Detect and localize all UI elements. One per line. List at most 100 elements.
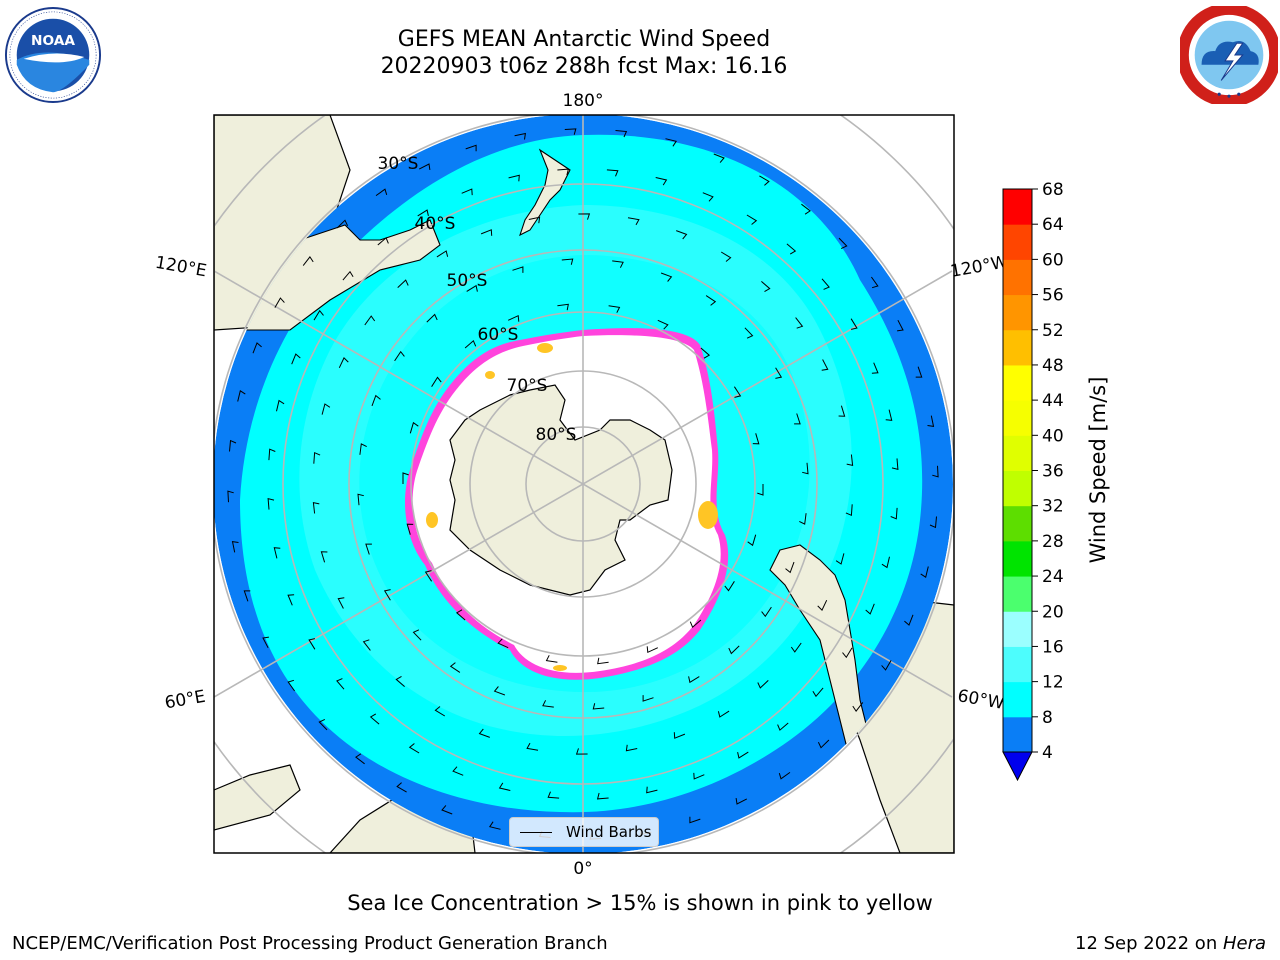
- wind-barb: [673, 732, 686, 739]
- wind-barb: [237, 389, 246, 402]
- wind-barb: [436, 250, 449, 258]
- wind-barb: [497, 638, 509, 649]
- colorbar-tick-label: 48: [1042, 356, 1064, 376]
- wind-barb: [396, 782, 407, 793]
- colorbar-bin: [1003, 224, 1032, 260]
- wind-barb: [493, 686, 506, 696]
- wind-barb: [320, 551, 328, 563]
- colorbar-tick-label: 44: [1042, 391, 1064, 411]
- wind-barb: [406, 523, 414, 535]
- wind-barb: [578, 213, 591, 220]
- wind-barb: [408, 743, 420, 754]
- wind-barb: [528, 216, 541, 224]
- wind-barb: [597, 657, 609, 665]
- wind-barb: [915, 366, 923, 378]
- wind-barb: [336, 678, 345, 690]
- colorbar-bin: [1003, 505, 1032, 542]
- colorbar-tick-label: 8: [1042, 708, 1053, 728]
- noaa-logo-text: NOAA: [31, 33, 75, 49]
- colorbar: 68 64 60 56 52 48 44 40 36 32 28 24 20 16 12 8 4: [1002, 180, 1064, 782]
- colorbar-tick-label: 4: [1042, 743, 1053, 763]
- wind-barb: [464, 339, 477, 349]
- footer-date-text: 12 Sep 2022 on: [1075, 933, 1223, 954]
- wind-barb: [705, 295, 717, 306]
- wind-barb: [785, 561, 795, 574]
- wind-barb: [817, 599, 828, 611]
- wind-barb: [365, 543, 372, 555]
- wind-barb: [794, 413, 801, 425]
- wind-barb: [744, 327, 754, 339]
- colorbar-tick-label: 28: [1042, 532, 1064, 552]
- colorbar-tick-label: 52: [1042, 321, 1064, 341]
- wind-barb: [713, 153, 725, 163]
- wind-barb: [452, 766, 464, 776]
- wind-barb: [761, 606, 772, 618]
- colorbar-bin: [1003, 329, 1032, 366]
- wind-barb: [342, 270, 354, 281]
- colorbar-tick-label: 60: [1042, 250, 1064, 270]
- wind-barb: [865, 603, 875, 615]
- legend-wind-barbs-label: Wind Barbs: [566, 823, 652, 841]
- colorbar-bin: [1003, 364, 1032, 401]
- chart-title: GEFS MEAN Antarctic Wind Speed: [397, 27, 771, 52]
- wind-barb: [795, 317, 804, 329]
- wind-barb: [338, 357, 349, 369]
- wind-barb: [846, 454, 854, 467]
- nws-logo: [1180, 6, 1278, 104]
- wind-barb: [409, 421, 419, 434]
- wind-barb: [838, 405, 846, 417]
- wind-barb: [313, 451, 321, 464]
- graticule: [214, 115, 954, 853]
- colorbar-bin: [1003, 576, 1032, 612]
- wind-barb: [802, 462, 809, 475]
- wind-barb: [676, 230, 688, 240]
- wind-barb: [625, 744, 638, 752]
- wind-barb: [268, 448, 276, 461]
- wind-barb: [227, 490, 234, 503]
- wind-barb: [642, 695, 654, 702]
- wind-barb: [720, 251, 732, 262]
- wind-barb: [512, 266, 524, 273]
- wind-barb: [821, 359, 829, 371]
- wind-barb: [461, 188, 473, 196]
- wind-barb: [424, 570, 433, 582]
- wind-barb: [596, 792, 609, 800]
- wind-barb: [735, 798, 748, 805]
- wind-barb: [564, 128, 577, 135]
- colorbar-bin: [1003, 294, 1032, 331]
- wind-barb: [759, 175, 770, 186]
- lat-label-50s: 50°S: [447, 271, 488, 291]
- wind-barb: [852, 702, 864, 712]
- wind-barb: [336, 219, 349, 229]
- wind-barb: [870, 276, 879, 289]
- colorbar-tick-label: 20: [1042, 602, 1064, 622]
- wind-barb: [287, 679, 296, 692]
- wind-barb: [688, 676, 700, 684]
- wind-barb: [243, 590, 251, 602]
- wind-barb: [881, 556, 890, 569]
- lat-label-70s: 70°S: [507, 376, 548, 396]
- colorbar-tick-label: 40: [1042, 426, 1064, 446]
- wind-barb: [402, 472, 409, 484]
- colorbar-bin: [1003, 681, 1032, 718]
- wind-barb: [417, 209, 429, 217]
- wind-barb: [267, 497, 275, 510]
- colorbar-bin: [1003, 646, 1032, 683]
- colorbar-tick-label: 64: [1042, 215, 1064, 235]
- wind-barb: [646, 786, 658, 794]
- wind-barbs: [227, 128, 939, 840]
- wind-barb: [455, 609, 466, 621]
- wind-barb: [733, 386, 742, 398]
- colorbar-bin: [1003, 189, 1032, 225]
- wind-barb: [561, 258, 574, 265]
- wind-barb: [646, 646, 659, 654]
- wind-barb: [557, 303, 569, 311]
- wind-barb: [557, 168, 570, 176]
- colorbar-tick-label: 16: [1042, 637, 1064, 657]
- sea-ice-high-concentration: [426, 343, 718, 671]
- wind-barb: [547, 791, 560, 799]
- wind-barb: [466, 284, 478, 292]
- wind-barb: [845, 504, 853, 517]
- wind-barb: [287, 594, 295, 606]
- wind-barb: [252, 342, 262, 354]
